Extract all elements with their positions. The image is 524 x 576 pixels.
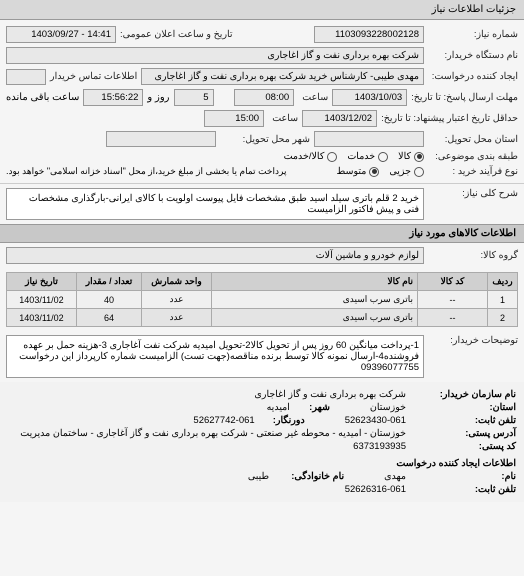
city-value: شهر: [290, 402, 330, 413]
packaging-label: طبقه بندی موضوعی: [428, 151, 518, 162]
cell-code: -- [418, 291, 488, 309]
addr-label: آدرس پستی: [406, 428, 516, 439]
proc-note: پرداخت تمام یا بخشی از مبلغ خرید،از محل … [6, 166, 286, 177]
ctel-label: تلفن ثابت: [406, 484, 516, 495]
cell-name: باتری سرب اسیدی [212, 309, 418, 327]
radio-icon [414, 167, 424, 177]
tel-label: تلفن ثابت: [406, 415, 516, 426]
addr: خوزستان - امیدیه - محوطه غیر صنعتی - شرک… [20, 428, 406, 439]
creator-title: اطلاعات ایجاد کننده درخواست [396, 458, 516, 469]
col-code: کد کالا [418, 273, 488, 291]
note-box: 1-پرداخت میانگین 60 روز پس از تحویل کالا… [6, 335, 424, 378]
group-label: گروه کالا: [428, 250, 518, 261]
time-label-1: ساعت [298, 92, 328, 103]
tel: 52623430-061 [345, 415, 406, 426]
table-row: 1--باتری سرب اسیدیعدد401403/11/02 [7, 291, 518, 309]
goods-section-title: اطلاعات کالاهای مورد نیاز [0, 224, 524, 243]
desc-label: شرح کلی نیاز: [428, 188, 518, 199]
cell-qty: 64 [77, 309, 142, 327]
validity-date: 1403/12/02 [302, 110, 377, 127]
cname: مهدی [384, 471, 406, 482]
cname-label: نام: [406, 471, 516, 482]
process-radio-group: جزیی متوسط [336, 166, 424, 177]
table-row: 2--باتری سرب اسیدیعدد641403/11/02 [7, 309, 518, 327]
fax-label: دورنگار: [255, 415, 305, 426]
delivery-place [314, 131, 424, 147]
process-label: نوع فرآیند خرید : [428, 166, 518, 177]
desc-box: خرید 2 قلم باتری سیلد اسید طبق مشخصات فا… [6, 188, 424, 220]
delivery-city [106, 131, 216, 147]
post-label: کد پستی: [406, 441, 516, 452]
req-no-label: شماره نیاز: [428, 29, 518, 40]
pkg-both-radio[interactable]: کالا/خدمت [284, 151, 338, 162]
cell-unit: عدد [142, 291, 212, 309]
radio-icon [378, 152, 388, 162]
org-field: شرکت بهره برداری نفت و گاز اغاجاری [6, 47, 424, 64]
pkg-all-radio[interactable]: کالا [398, 151, 424, 162]
city: امیدیه [267, 402, 290, 413]
group-field: لوازم خودرو و ماشین آلات [6, 247, 424, 264]
remaining-label: ساعت باقی مانده [6, 92, 79, 103]
proc-medium-radio[interactable]: متوسط [336, 166, 379, 177]
org-label: نام دستگاه خریدار: [428, 50, 518, 61]
remaining-days: 5 [174, 89, 214, 106]
radio-icon [327, 152, 337, 162]
goods-table: ردیف کد کالا نام کالا واحد شمارش تعداد /… [6, 272, 518, 327]
buyer-org-label: نام سازمان خریدار: [406, 389, 516, 400]
col-name: نام کالا [212, 273, 418, 291]
contact-field [6, 69, 46, 85]
packaging-radio-group: کالا خدمات کالا/خدمت [284, 151, 424, 162]
creator-field: مهدی طیبی- کارشناس خرید شرکت بهره برداری… [141, 68, 424, 85]
datetime-field: 14:41 - 1403/09/27 [6, 26, 116, 43]
cell-date: 1403/11/02 [7, 309, 77, 327]
radio-icon [414, 152, 424, 162]
tab-title: جزئیات اطلاعات نیاز [432, 4, 516, 15]
tab-header: جزئیات اطلاعات نیاز [0, 0, 524, 20]
table-header-row: ردیف کد کالا نام کالا واحد شمارش تعداد /… [7, 273, 518, 291]
province-value: استان: [406, 402, 516, 413]
validity-label: حداقل تاریخ اعتبار پیشنهاد: تا تاریخ: [381, 113, 518, 124]
cell-unit: عدد [142, 309, 212, 327]
header-section: شماره نیاز: 1103093228002128 تاریخ و ساع… [0, 20, 524, 184]
delivery-place-label: استان محل تحویل: [428, 134, 518, 145]
buyer-org: شرکت بهره برداری نفت و گاز اغاجاری [254, 389, 406, 400]
post: 6373193935 [353, 441, 406, 452]
ctel: 52626316-061 [345, 484, 406, 495]
cell-code: -- [418, 309, 488, 327]
deadline-send-label: مهلت ارسال پاسخ: تا تاریخ: [411, 92, 518, 103]
cfam-label: نام خانوادگی: [269, 471, 344, 482]
cell-n: 1 [488, 291, 518, 309]
proc-small-radio[interactable]: جزیی [389, 166, 424, 177]
contact-label[interactable]: اطلاعات تماس خریدار [50, 71, 137, 82]
col-qty: تعداد / مقدار [77, 273, 142, 291]
day-label: روز و [147, 92, 169, 103]
cell-qty: 40 [77, 291, 142, 309]
col-row: ردیف [488, 273, 518, 291]
datetime-label: تاریخ و ساعت اعلان عمومی: [120, 29, 233, 40]
creator-label: ایجاد کننده درخواست: [428, 71, 518, 82]
time-label-2: ساعت [268, 113, 298, 124]
remaining-time: 15:56:22 [83, 89, 143, 106]
pkg-service-radio[interactable]: خدمات [347, 151, 388, 162]
col-date: تاریخ نیاز [7, 273, 77, 291]
delivery-city-label: شهر محل تحویل: [220, 134, 310, 145]
deadline-send-time: 08:00 [234, 89, 294, 106]
province: خوزستان [370, 402, 406, 413]
cell-n: 2 [488, 309, 518, 327]
cell-date: 1403/11/02 [7, 291, 77, 309]
req-no-field: 1103093228002128 [314, 26, 424, 43]
fax: 52627742-061 [193, 415, 254, 426]
note-label: توضیحات خریدار: [428, 335, 518, 346]
cell-name: باتری سرب اسیدی [212, 291, 418, 309]
cfam: طیبی [248, 471, 269, 482]
footer: نام سازمان خریدار:شرکت بهره برداری نفت و… [0, 382, 524, 502]
validity-time: 15:00 [204, 110, 264, 127]
col-unit: واحد شمارش [142, 273, 212, 291]
radio-icon [369, 167, 379, 177]
deadline-send-date: 1403/10/03 [332, 89, 407, 106]
